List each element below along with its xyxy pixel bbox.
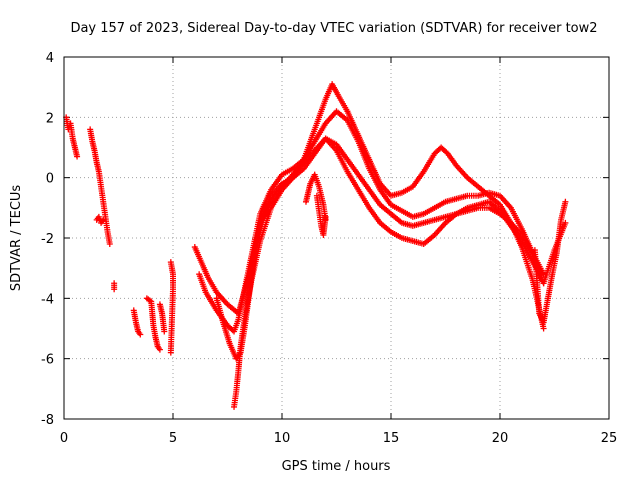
- data-point: [322, 213, 329, 220]
- series-arc-4: [111, 280, 118, 293]
- data-point: [106, 241, 113, 248]
- data-point: [100, 216, 107, 223]
- y-tick-label: -6: [41, 353, 54, 368]
- series-arc-2: [87, 126, 113, 248]
- series-arc-1: [63, 114, 81, 160]
- series-arc-15: [531, 198, 569, 326]
- data-point: [111, 286, 118, 293]
- y-tick-label: 4: [46, 51, 54, 66]
- plot-frame: [63, 56, 610, 420]
- y-axis-label: SDTVAR / TECUs: [9, 185, 24, 292]
- series-arc-14: [313, 192, 329, 238]
- data-point: [161, 328, 168, 335]
- data-point: [156, 346, 163, 353]
- y-tick-label: -8: [41, 413, 54, 428]
- y-tick-label: 2: [46, 111, 54, 126]
- x-tick-label: 10: [274, 431, 291, 446]
- series-arc-8: [167, 259, 176, 356]
- series-arc-5: [130, 307, 144, 338]
- y-tick-label: -4: [41, 292, 54, 307]
- y-tick-label: -2: [41, 232, 54, 247]
- y-tick-label: 0: [46, 172, 54, 187]
- data-points: [63, 81, 569, 410]
- data-point: [74, 153, 81, 160]
- x-tick-label: 15: [383, 431, 400, 446]
- x-tick-label: 5: [169, 431, 177, 446]
- x-tick-label: 20: [492, 431, 509, 446]
- series-arc-12: [231, 81, 547, 410]
- data-point: [540, 325, 547, 332]
- data-point: [562, 219, 569, 226]
- x-axis-label: GPS time / hours: [282, 459, 391, 474]
- series-arc-7: [156, 301, 168, 335]
- series-arc-6: [143, 295, 163, 353]
- series-arc-11: [213, 135, 547, 362]
- data-point: [562, 198, 569, 205]
- data-point: [167, 349, 174, 356]
- data-point: [137, 331, 144, 338]
- tick-labels: 0 5 10 15 20 25 -8 -6 -4 -2 0 2 4: [41, 51, 617, 446]
- chart-title: Day 157 of 2023, Sidereal Day-to-day VTE…: [70, 21, 597, 36]
- grid-lines: [64, 57, 609, 419]
- series-arc-3: [93, 213, 107, 226]
- data-point: [540, 280, 547, 287]
- x-tick-label: 0: [60, 431, 68, 446]
- x-tick-label: 25: [601, 431, 618, 446]
